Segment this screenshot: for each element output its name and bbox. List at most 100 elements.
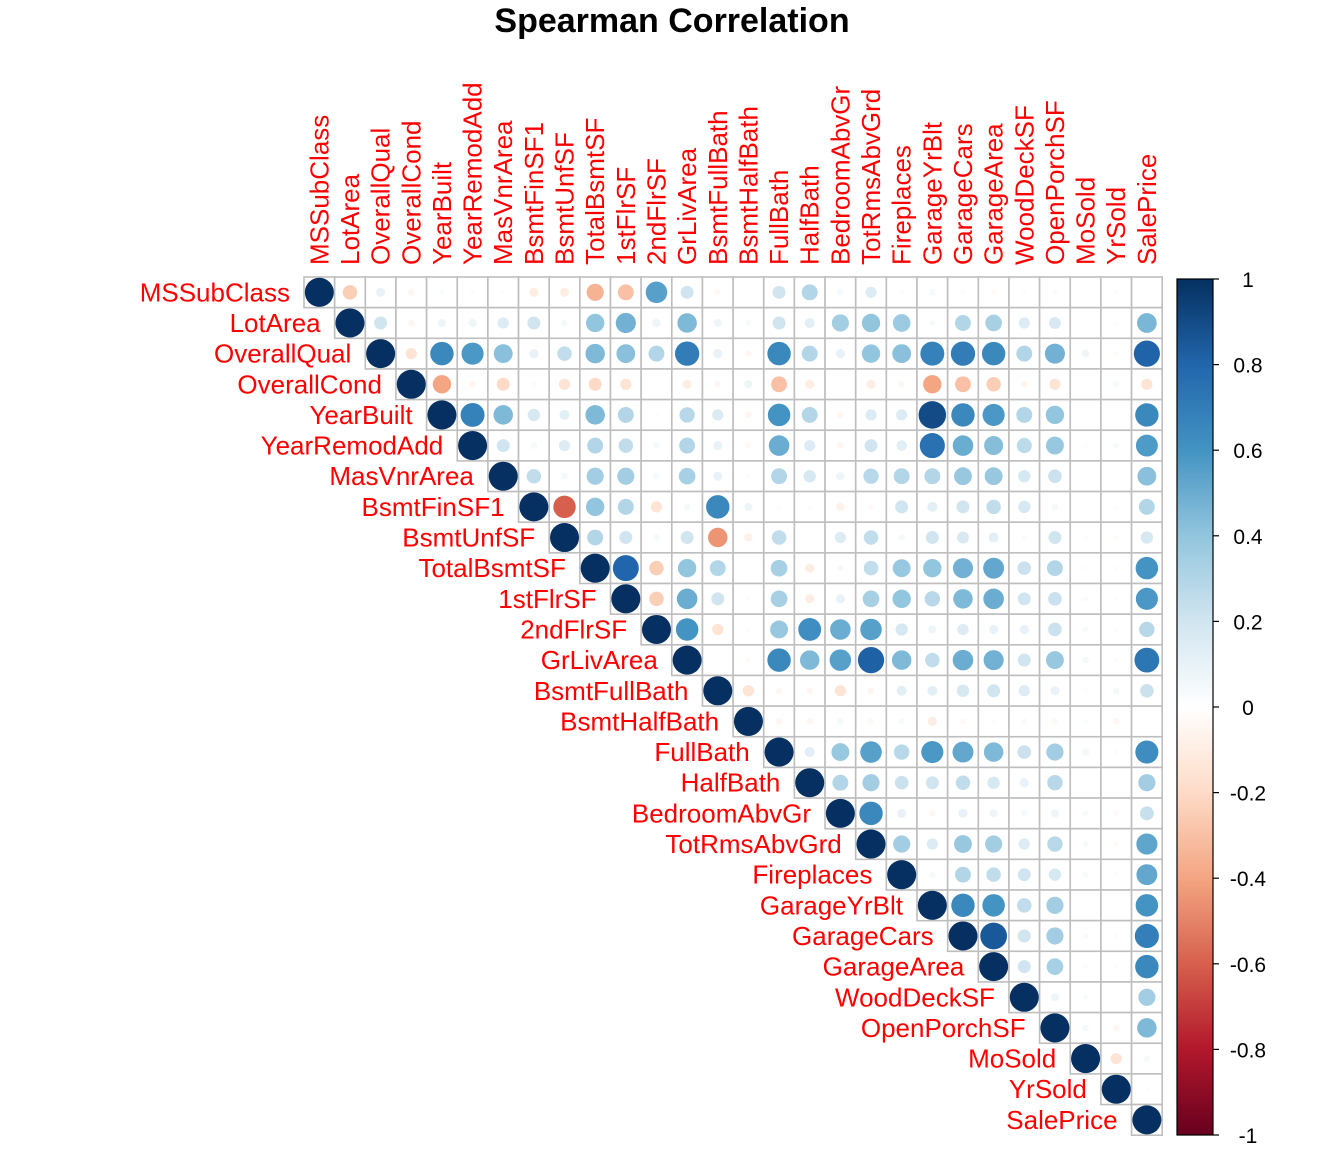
corr-circle bbox=[835, 594, 845, 604]
row-label: OverallCond bbox=[237, 369, 382, 399]
corr-circle bbox=[1084, 290, 1088, 294]
grid-cell bbox=[1100, 889, 1133, 922]
corr-circle bbox=[558, 439, 571, 452]
corr-circle bbox=[1021, 718, 1028, 725]
corr-circle bbox=[898, 718, 905, 725]
corr-circle bbox=[587, 437, 604, 454]
corr-circle bbox=[1136, 864, 1158, 886]
corr-circle bbox=[986, 377, 1001, 392]
corr-circle bbox=[1048, 531, 1062, 545]
corr-circle bbox=[772, 285, 786, 299]
corr-circle bbox=[1045, 405, 1065, 425]
corr-circle bbox=[1082, 871, 1089, 878]
corr-circle bbox=[650, 501, 663, 513]
corr-circle bbox=[950, 341, 976, 366]
corr-circle bbox=[529, 349, 539, 359]
corr-circle bbox=[795, 768, 825, 798]
corr-circle bbox=[1016, 345, 1033, 362]
corr-circle bbox=[1018, 685, 1030, 697]
corr-circle bbox=[674, 341, 700, 366]
corr-circle bbox=[706, 495, 730, 519]
corr-circle bbox=[920, 341, 945, 366]
corr-circle bbox=[1018, 317, 1030, 329]
corr-circle bbox=[493, 405, 513, 425]
corr-circle bbox=[923, 375, 942, 394]
corr-circle bbox=[587, 529, 604, 546]
corr-circle bbox=[830, 619, 851, 640]
corr-circle bbox=[645, 281, 668, 304]
grid-cell bbox=[701, 643, 734, 677]
corr-circle bbox=[927, 685, 938, 696]
corr-circle bbox=[1044, 343, 1065, 364]
corr-circle bbox=[887, 860, 917, 890]
colorbar-tick-label: 0.4 bbox=[1233, 526, 1263, 549]
corr-circle bbox=[985, 314, 1002, 332]
corr-circle bbox=[745, 320, 752, 326]
chart-title: Spearman Correlation bbox=[494, 2, 849, 40]
grid-cell bbox=[732, 552, 765, 585]
corr-circle bbox=[1049, 378, 1061, 390]
corr-circle bbox=[1135, 587, 1158, 610]
row-label: SalePrice bbox=[1006, 1105, 1117, 1135]
corr-circle bbox=[468, 318, 477, 328]
corr-circle bbox=[501, 290, 506, 295]
corr-circle bbox=[653, 442, 660, 449]
corr-circle bbox=[956, 684, 970, 697]
corr-circle bbox=[772, 316, 786, 330]
corr-circle bbox=[954, 467, 972, 486]
corr-circle bbox=[745, 411, 752, 419]
grid-cell bbox=[793, 521, 826, 554]
corr-circle bbox=[437, 318, 447, 328]
corr-circle bbox=[680, 531, 694, 545]
corr-circle bbox=[653, 472, 660, 480]
corr-circle bbox=[1114, 781, 1118, 785]
corr-circle bbox=[1135, 556, 1159, 580]
corr-circle bbox=[1140, 683, 1154, 698]
corr-circle bbox=[955, 376, 971, 393]
corr-circle bbox=[770, 559, 788, 577]
corr-circle bbox=[558, 378, 571, 390]
column-label: MoSold bbox=[1071, 177, 1101, 265]
corr-circle bbox=[1134, 647, 1160, 673]
corr-circle bbox=[951, 893, 975, 918]
corr-circle bbox=[984, 436, 1004, 456]
corr-circle bbox=[1141, 378, 1153, 390]
corr-circle bbox=[1144, 1087, 1149, 1092]
corr-circle bbox=[553, 495, 576, 519]
corr-circle bbox=[953, 589, 973, 609]
corr-circle bbox=[770, 620, 789, 639]
corr-circle bbox=[527, 316, 541, 330]
corr-circle bbox=[859, 801, 883, 826]
corr-circle bbox=[893, 744, 910, 760]
corr-circle bbox=[1114, 566, 1119, 571]
corr-circle bbox=[712, 623, 724, 636]
grid-cell bbox=[916, 368, 949, 401]
corr-circle bbox=[408, 289, 415, 296]
corr-circle bbox=[1139, 806, 1154, 821]
corr-circle bbox=[1113, 351, 1119, 357]
corr-circle bbox=[862, 774, 880, 792]
corr-circle bbox=[1050, 993, 1060, 1002]
corr-circle bbox=[677, 313, 697, 333]
corr-circle bbox=[956, 531, 969, 544]
corr-circle bbox=[985, 835, 1003, 853]
corr-circle bbox=[799, 650, 820, 670]
corr-circle bbox=[1071, 1044, 1101, 1074]
corr-circle bbox=[983, 742, 1004, 762]
corr-circle bbox=[1138, 498, 1155, 515]
corr-circle bbox=[405, 347, 417, 360]
corr-circle bbox=[896, 685, 907, 696]
corr-circle bbox=[767, 403, 791, 427]
corr-circle bbox=[461, 342, 484, 365]
corr-circle bbox=[616, 344, 636, 364]
corr-circle bbox=[714, 381, 722, 388]
row-label: GarageArea bbox=[823, 952, 965, 982]
corr-circle bbox=[981, 341, 1006, 366]
corr-circle bbox=[1114, 750, 1119, 755]
corr-circle bbox=[860, 618, 882, 641]
corr-circle bbox=[680, 285, 694, 299]
row-label: YrSold bbox=[1009, 1074, 1087, 1104]
corr-circle bbox=[831, 743, 850, 762]
corr-circle bbox=[1084, 413, 1088, 417]
corr-circle bbox=[1017, 868, 1031, 882]
